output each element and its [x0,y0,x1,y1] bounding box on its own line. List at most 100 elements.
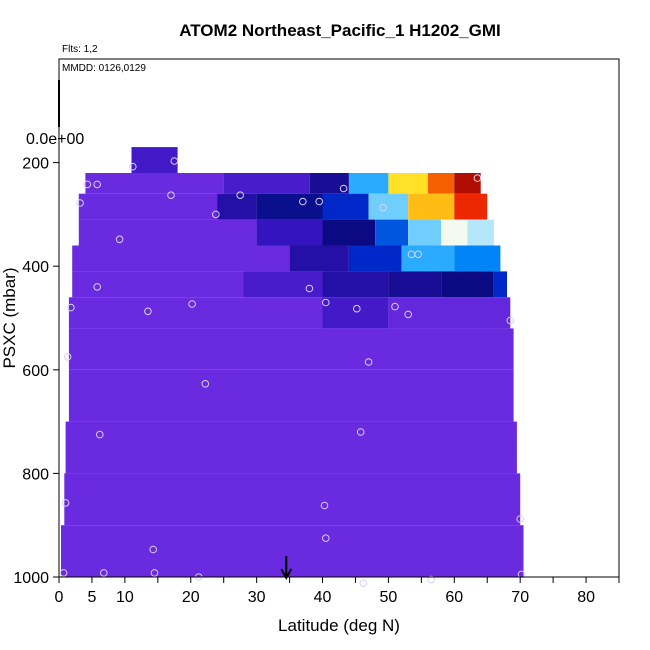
field-cell [322,193,369,220]
data-point [516,515,525,523]
field-cell [256,219,323,246]
field-cell [322,297,389,329]
x-tick-label: 80 [577,589,595,606]
field-cell [441,219,468,246]
x-tick-label: 50 [380,589,398,606]
colorbar-zero-label: 0.0e+00 [26,131,84,148]
flights-annotation: Flts: 1,2 [62,44,98,55]
data-point [188,300,196,308]
data-point [149,545,157,554]
y-axis: 200 400 600 800 1000 [13,156,59,587]
field-cell [368,193,409,220]
data-point [320,501,329,510]
x-tick-label: 0 [55,589,64,606]
field-cell [388,173,428,194]
field-cell [309,173,349,194]
field-cell [61,525,524,577]
field-cell [68,369,514,422]
field-cell [68,297,323,329]
data-point [167,191,175,199]
data-point [414,250,422,259]
field-cell [256,193,323,220]
dates-annotation: MMDD: 0126,0129 [62,63,146,74]
x-tick-label: 5 [87,589,96,606]
field-cell [64,473,521,526]
data-point [356,428,365,436]
data-point [339,184,348,193]
field-cell [454,245,501,272]
arrow-head [280,568,293,581]
data-point [359,579,368,588]
data-point [404,310,413,319]
data-point [93,283,101,291]
y-tick-label: 800 [22,466,49,483]
data-point [150,569,159,577]
data-point [93,180,101,189]
field-cell [72,245,290,272]
data-point [517,570,526,579]
data-point [59,569,68,577]
data-point [427,575,436,584]
x-tick-label: 40 [314,589,332,606]
data-point [322,298,330,307]
data-point [76,199,84,207]
data-point [83,180,92,189]
data-point [364,358,373,366]
x-tick-label: 60 [445,589,463,606]
field-cell [78,193,218,220]
x-axis: 0 5 10 20 30 40 50 60 70 80 [55,577,620,606]
field-cell [401,245,455,272]
data-point [61,499,70,507]
y-tick-label: 200 [22,156,49,173]
field-cell [348,173,389,194]
x-tick-label: 30 [248,589,266,606]
field-cell [408,219,442,246]
data-point [100,569,108,577]
observation-points [59,157,526,588]
field-cell [72,271,244,298]
x-axis-label: Latitude (deg N) [278,616,400,635]
x-tick-label: 10 [116,589,134,606]
data-point [170,157,179,165]
data-point [473,174,482,182]
data-point [212,210,220,219]
data-point [305,284,314,293]
field-cell [454,193,488,220]
field-cell [243,271,323,298]
field-cell [493,271,507,298]
data-point [379,203,387,212]
y-axis-label: PSXC (mbar) [0,267,19,368]
field-cell [223,173,310,194]
field-cell [131,147,178,173]
data-point [96,430,104,439]
y-tick-label: 600 [22,363,49,380]
field-cell [427,173,455,194]
data-point [322,534,330,543]
x-tick-label: 20 [182,589,200,606]
field-cell [322,271,389,298]
field-cell [388,271,442,298]
data-point [144,307,152,316]
field-cell [467,219,494,246]
data-point [506,316,515,325]
data-point [299,197,307,206]
x-tick-label: 70 [511,589,529,606]
data-point [236,191,244,199]
field-cell [68,328,514,370]
data-point [63,353,72,361]
field-cell [388,297,511,329]
field-cell [78,219,257,246]
data-point [201,380,210,388]
data-point [67,303,75,312]
field-cell [375,219,409,246]
field-cell [408,193,455,220]
field-cell [441,271,494,298]
field-cell [85,173,224,194]
field-cell [348,245,402,272]
data-point [391,302,399,311]
plot-frame [58,58,620,578]
y-tick-label: 1000 [13,570,49,587]
field-cell [322,219,376,246]
field-cell [65,421,517,474]
